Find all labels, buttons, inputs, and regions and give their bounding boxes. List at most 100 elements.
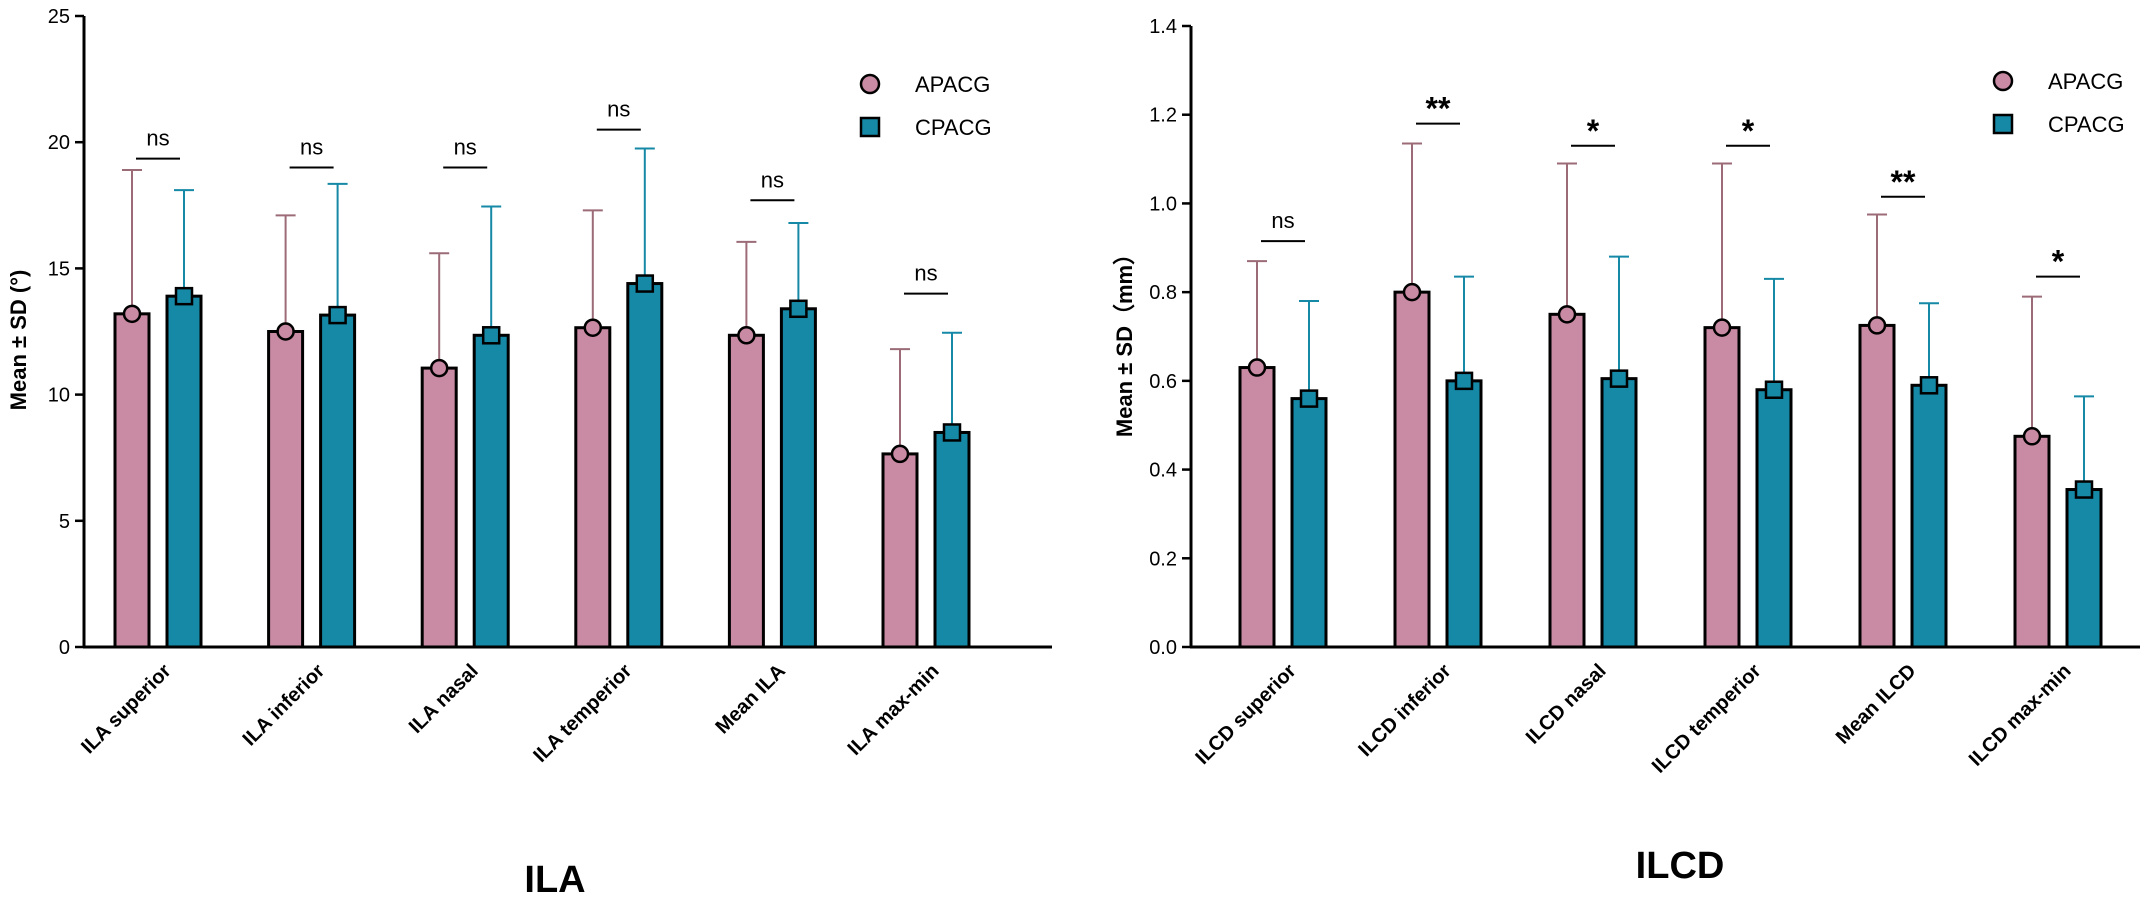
ilcd-cpacg-mean-marker (1919, 376, 1939, 395)
ilcd-legend: APACG CPACG (1992, 69, 2125, 137)
ilcd-category-label: ILCD superior (1191, 660, 1300, 769)
ila-panel-title: ILA (524, 859, 585, 896)
ila-legend-apacg-marker (859, 73, 881, 95)
ilcd-cpacg-mean-marker (1609, 369, 1629, 388)
ila-significance-label: ns (454, 134, 477, 159)
ilcd-apacg-mean-marker (1247, 358, 1267, 377)
ila-apacg-bar (267, 330, 305, 649)
ilcd-y-tick-label: 0.0 (1149, 637, 1177, 659)
ila-y-ticks: 0 5 10 15 20 25 (48, 6, 84, 659)
ilcd-category-label: ILCD temperior (1648, 660, 1766, 778)
ila-bars (113, 147, 971, 649)
ilcd-apacg-mean-marker (1867, 316, 1887, 335)
ila-significance-label: ns (607, 97, 630, 122)
ilcd-significance-label: * (1587, 113, 1600, 149)
ilcd-y-tick-label: 0.4 (1149, 460, 1177, 482)
ilcd-category-label: ILCD max-min (1965, 660, 2076, 771)
ila-category-labels: ILA superior ILA inferior ILA nasal ILA tem… (77, 660, 943, 767)
ila-cpacg-mean-marker (942, 423, 962, 442)
ilcd-y-axis-label: Mean ± SD（mm） (1112, 243, 1137, 437)
ila-apacg-mean-marker (122, 304, 142, 324)
ila-category-label: Mean ILA (712, 660, 790, 738)
ila-cpacg-bar (933, 430, 971, 649)
ila-significance-label: ns (300, 134, 323, 159)
ilcd-apacg-mean-marker (1557, 305, 1577, 324)
ila-apacg-bar (420, 366, 458, 649)
ilcd-cpacg-bar (2065, 488, 2103, 649)
ila-y-tick-label: 15 (48, 258, 70, 280)
ila-y-axis-label: Mean ± SD (°) (6, 270, 31, 411)
ilcd-apacg-bar (1548, 312, 1586, 649)
ilcd-significance: ns*** **** (1261, 91, 2080, 280)
ilcd-apacg-bar (1858, 323, 1896, 649)
ila-category-label: ILA inferior (239, 660, 330, 751)
ilcd-cpacg-bar (1445, 379, 1483, 649)
ila-significance-label: ns (761, 167, 784, 192)
ila-category-label: ILA nasal (405, 660, 483, 738)
ila-apacg-mean-marker (583, 318, 603, 337)
ila-significance-label: ns (914, 261, 937, 286)
ila-legend-cpacg-marker (859, 116, 881, 138)
ilcd-category-labels: ILCD superior ILCD inferior ILCD nasal ILCD… (1191, 660, 2075, 778)
ilcd-significance-label: ** (1891, 164, 1916, 200)
ilcd-significance-label: ns (1271, 208, 1294, 233)
ila-legend: APACG CPACG (859, 72, 992, 140)
ilcd-y-tick-label: 1.2 (1149, 105, 1177, 127)
ilcd-legend-cpacg-marker (1992, 113, 2014, 135)
ilcd-axes (1189, 26, 2140, 649)
ila-y-tick-label: 5 (59, 511, 70, 533)
ilcd-apacg-bar (2013, 434, 2051, 649)
ilcd-cpacg-mean-marker (1299, 389, 1319, 408)
ilcd-legend-apacg-marker (1992, 70, 2014, 92)
ilcd-category-label: Mean ILCD (1832, 660, 1921, 749)
ila-category-label: ILA superior (77, 660, 175, 758)
ilcd-significance-label: * (2052, 244, 2065, 280)
ilcd-apacg-mean-marker (2022, 427, 2042, 446)
ila-cpacg-mean-marker (789, 299, 808, 319)
ila-cpacg-mean-marker (328, 305, 347, 325)
ilcd-cpacg-bar (1910, 383, 1948, 649)
ilcd-y-tick-label: 1.0 (1149, 193, 1177, 215)
ila-cpacg-mean-marker (174, 286, 194, 306)
ilcd-bars (1238, 142, 2103, 649)
ilcd-apacg-mean-marker (1402, 282, 1422, 302)
ila-legend-cpacg-label: CPACG (915, 115, 992, 140)
ilcd-category-label: ILCD nasal (1522, 660, 1611, 749)
ila-cpacg-bar (165, 294, 203, 649)
ilcd-apacg-bar (1393, 290, 1431, 649)
ila-cpacg-bar (472, 333, 510, 649)
ila-apacg-mean-marker (737, 326, 756, 345)
ila-y-tick-label: 0 (59, 637, 70, 659)
ila-y-tick-label: 25 (48, 6, 70, 28)
ilcd-legend-cpacg-label: CPACG (2048, 112, 2125, 137)
ila-apacg-mean-marker (890, 444, 910, 464)
ilcd-legend-apacg-label: APACG (2048, 69, 2123, 94)
ila-category-label: ILA max-min (844, 660, 944, 760)
ila-y-tick-label: 20 (48, 132, 70, 154)
ilcd-apacg-mean-marker (1712, 318, 1732, 337)
ilcd-cpacg-bar (1600, 377, 1638, 649)
ilcd-cpacg-mean-marker (1764, 380, 1784, 399)
ilcd-y-tick-label: 0.8 (1149, 282, 1177, 304)
ila-cpacg-bar (626, 282, 664, 649)
ilcd-y-ticks: 0.0 0.2 0.4 0.6 0.8 1.0 1.2 1.4 (1149, 16, 1191, 659)
ilcd-apacg-bar (1703, 326, 1741, 649)
ilcd-y-tick-label: 1.4 (1149, 16, 1177, 38)
ila-significance: ns ns ns ns ns ns (136, 97, 948, 295)
ila-cpacg-bar (779, 307, 817, 649)
ilcd-significance-label: * (1742, 113, 1755, 149)
ilcd-panel-title: ILCD (1636, 845, 1725, 887)
ilcd-cpacg-mean-marker (1454, 371, 1474, 391)
ila-apacg-bar (113, 312, 151, 649)
ilcd-cpacg-bar (1290, 397, 1328, 649)
ila-category-label: ILA temperior (529, 660, 636, 767)
ila-panel: Mean ± SD (°) 0 5 10 15 20 25 ns ns ns ns ns ns IL… (6, 6, 1052, 901)
ilcd-cpacg-bar (1755, 388, 1793, 649)
ilcd-panel: Mean ± SD（mm） 0.0 0.2 0.4 0.6 0.8 1.0 1.2 1.4 n… (1112, 16, 2140, 887)
ilcd-y-tick-label: 0.2 (1149, 548, 1177, 570)
ila-apacg-bar (727, 333, 765, 649)
ila-cpacg-mean-marker (481, 326, 501, 345)
ilcd-apacg-bar (1238, 366, 1276, 649)
